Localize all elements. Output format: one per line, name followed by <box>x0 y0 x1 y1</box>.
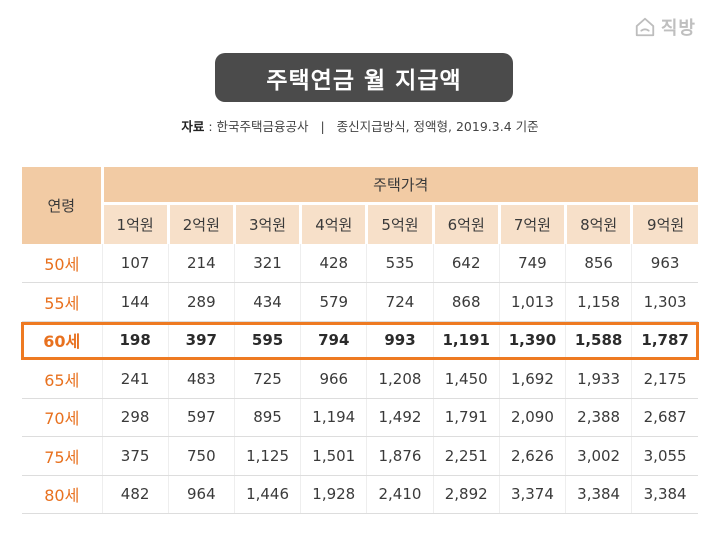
age-cell: 80세 <box>22 475 102 514</box>
value-cell: 1,191 <box>432 321 500 360</box>
value-cell: 1,303 <box>631 282 698 322</box>
value-cell: 3,055 <box>631 436 698 476</box>
value-cell: 993 <box>366 321 434 360</box>
table-row: 60세 198 397 595 794 993 1,191 1,390 1,588 1,787 <box>22 321 698 360</box>
value-cell: 1,876 <box>366 436 434 476</box>
value-cell: 750 <box>167 436 235 476</box>
value-cell: 1,194 <box>300 398 367 437</box>
value-cell: 2,626 <box>498 436 566 476</box>
value-cell: 895 <box>233 398 301 437</box>
zigbang-logo: 직방 <box>634 14 696 40</box>
price-header: 8억원 <box>565 203 634 244</box>
price-header: 5억원 <box>366 203 435 244</box>
value-cell: 214 <box>167 244 235 283</box>
table-row: 50세 107 214 321 428 535 642 749 856 963 <box>22 244 698 283</box>
house-price-group-header: 주택가격 <box>102 167 698 205</box>
age-column-header: 연령 <box>22 167 104 244</box>
value-cell: 2,892 <box>432 475 500 514</box>
price-header: 7억원 <box>499 203 568 244</box>
value-cell: 535 <box>366 244 434 283</box>
value-cell: 1,501 <box>300 436 367 476</box>
value-cell: 2,388 <box>565 398 632 437</box>
value-cell: 2,410 <box>366 475 434 514</box>
value-cell: 597 <box>167 398 235 437</box>
value-cell: 725 <box>233 359 301 399</box>
age-cell: 50세 <box>22 244 102 283</box>
price-header: 4억원 <box>300 203 369 244</box>
value-cell: 428 <box>300 244 367 283</box>
value-cell: 642 <box>432 244 500 283</box>
value-cell: 1,787 <box>631 321 698 360</box>
table-row: 75세 375 750 1,125 1,501 1,876 2,251 2,626 3,002 3… <box>22 436 698 476</box>
value-cell: 2,090 <box>498 398 566 437</box>
value-cell: 3,002 <box>565 436 632 476</box>
table-row: 70세 298 597 895 1,194 1,492 1,791 2,090 2,388 2,6… <box>22 398 698 437</box>
age-cell: 75세 <box>22 436 102 476</box>
value-cell: 298 <box>101 398 169 437</box>
value-cell: 1,791 <box>432 398 500 437</box>
value-cell: 963 <box>631 244 698 283</box>
table-row: 55세 144 289 434 579 724 868 1,013 1,158 1,303 <box>22 282 698 322</box>
price-header: 3억원 <box>234 203 303 244</box>
price-header: 2억원 <box>168 203 236 244</box>
value-cell: 482 <box>101 475 169 514</box>
value-cell: 2,687 <box>631 398 698 437</box>
value-cell: 1,208 <box>366 359 434 399</box>
value-cell: 1,158 <box>565 282 632 322</box>
value-cell: 3,374 <box>498 475 566 514</box>
value-cell: 1,588 <box>565 321 632 360</box>
value-cell: 1,446 <box>233 475 301 514</box>
table-body: 50세 107 214 321 428 535 642 749 856 963 55세 144 289 4… <box>22 244 698 514</box>
value-cell: 397 <box>167 321 235 360</box>
page-title: 주택연금 월 지급액 <box>266 67 462 94</box>
source-text: : 한국주택금융공사 | 종신지급방식, 정액형, 2019.3.4 기준 <box>204 119 539 134</box>
value-cell: 1,492 <box>366 398 434 437</box>
value-cell: 3,384 <box>631 475 698 514</box>
value-cell: 1,450 <box>432 359 500 399</box>
value-cell: 749 <box>498 244 566 283</box>
value-cell: 2,175 <box>631 359 698 399</box>
pension-table: 연령 주택가격 1억원 2억원 3억원 4억원 5억원 6억원 7억원 8억원 9억원 50세 1… <box>22 167 698 514</box>
value-cell: 1,933 <box>565 359 632 399</box>
value-cell: 144 <box>101 282 169 322</box>
value-cell: 964 <box>167 475 235 514</box>
value-cell: 198 <box>101 321 169 360</box>
value-cell: 856 <box>565 244 632 283</box>
value-cell: 241 <box>101 359 169 399</box>
value-cell: 966 <box>300 359 367 399</box>
price-header: 6억원 <box>433 203 501 244</box>
value-cell: 1,125 <box>233 436 301 476</box>
source-line: 자료 : 한국주택금융공사 | 종신지급방식, 정액형, 2019.3.4 기준 <box>0 116 720 135</box>
value-cell: 868 <box>432 282 500 322</box>
price-header: 9억원 <box>631 203 698 244</box>
value-cell: 595 <box>233 321 301 360</box>
value-cell: 483 <box>167 359 235 399</box>
title-banner: 주택연금 월 지급액 <box>215 53 513 102</box>
value-cell: 1,013 <box>498 282 566 322</box>
value-cell: 107 <box>101 244 169 283</box>
value-cell: 375 <box>101 436 169 476</box>
house-logo-icon <box>635 17 655 37</box>
age-cell: 70세 <box>22 398 102 437</box>
value-cell: 579 <box>300 282 367 322</box>
table-row: 80세 482 964 1,446 1,928 2,410 2,892 3,374 3,384 3… <box>22 475 698 514</box>
price-header-row: 1억원 2억원 3억원 4억원 5억원 6억원 7억원 8억원 9억원 <box>22 203 698 244</box>
value-cell: 289 <box>167 282 235 322</box>
table-row: 65세 241 483 725 966 1,208 1,450 1,692 1,933 2,175 <box>22 359 698 399</box>
value-cell: 321 <box>233 244 301 283</box>
value-cell: 1,928 <box>300 475 367 514</box>
value-cell: 724 <box>366 282 434 322</box>
value-cell: 1,390 <box>498 321 566 360</box>
age-cell: 55세 <box>22 282 102 322</box>
age-cell: 60세 <box>22 321 102 360</box>
price-header: 1억원 <box>102 203 170 244</box>
age-cell: 65세 <box>22 359 102 399</box>
value-cell: 1,692 <box>498 359 566 399</box>
value-cell: 3,384 <box>565 475 632 514</box>
value-cell: 2,251 <box>432 436 500 476</box>
value-cell: 434 <box>233 282 301 322</box>
logo-text: 직방 <box>660 18 696 39</box>
value-cell: 794 <box>300 321 367 360</box>
source-label: 자료 <box>181 119 205 134</box>
